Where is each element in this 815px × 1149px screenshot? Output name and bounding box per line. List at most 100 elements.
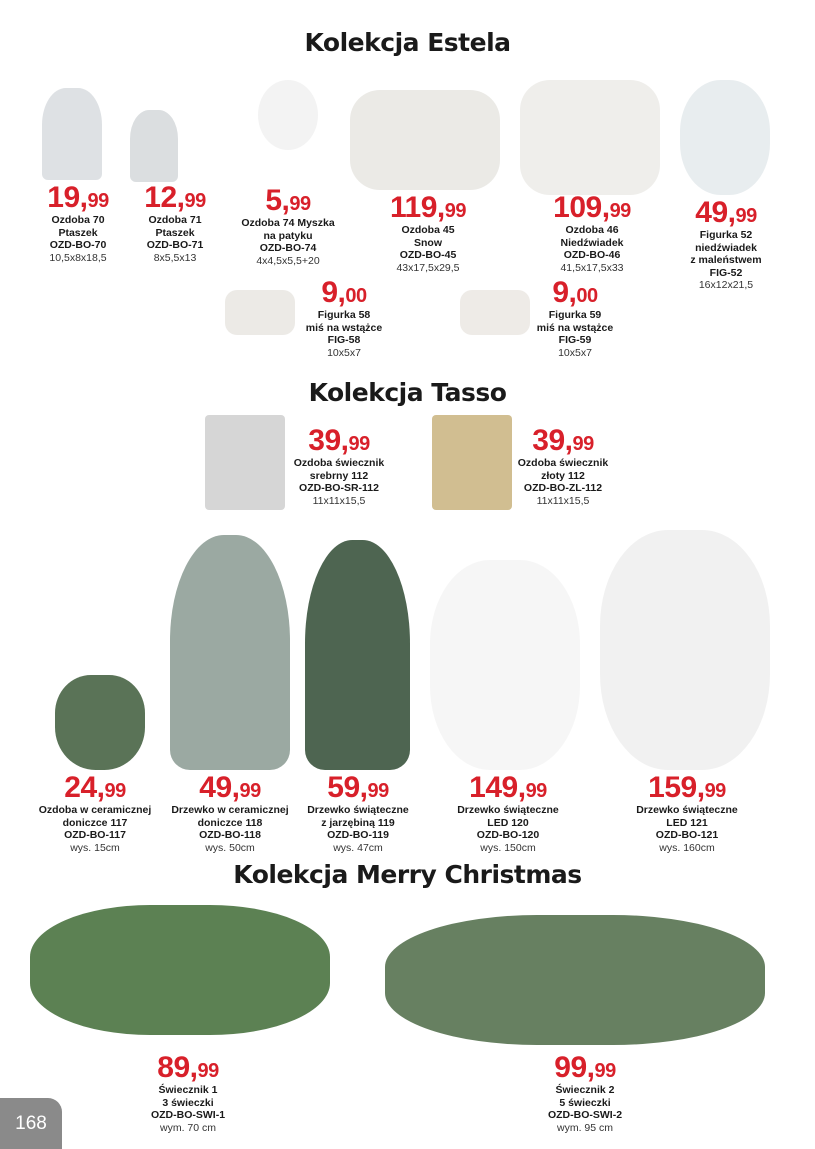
product-name-line: OZD-BO-SWI-2 <box>547 1109 623 1121</box>
bird-figurine-image <box>130 110 178 182</box>
product-price: 9,00 <box>490 278 660 309</box>
price-decimal: 99 <box>367 780 389 802</box>
product-name-line: Figurka 52 <box>699 229 753 241</box>
product-price: 99,99 <box>500 1053 670 1084</box>
product-item: 39,99 Ozdoba świecznik srebrny 112 OZD-BO-S… <box>254 426 424 507</box>
price-integer: 39, <box>532 424 573 457</box>
product-name-line: OZD-BO-74 <box>259 242 317 254</box>
product-name-line: 5 świeczki <box>559 1096 611 1109</box>
heading-merry-christmas: Kolekcja Merry Christmas <box>233 860 582 889</box>
product-item: 149,99 Drzewko świąteczne LED 120 OZD-BO-12… <box>423 773 593 854</box>
product-name-line: OZD-BO-SWI-1 <box>150 1109 226 1121</box>
price-integer: 49, <box>695 196 736 229</box>
product-name-line: 3 świeczki <box>162 1096 214 1109</box>
product-name-line: OZD-BO-46 <box>563 249 621 261</box>
price-integer: 9, <box>321 276 346 309</box>
product-price: 109,99 <box>507 193 677 224</box>
product-item: 49,99 Figurka 52 niedźwiadek z maleństwem FI… <box>641 198 811 292</box>
product-item: 109,99 Ozdoba 46 Niedźwiadek OZD-BO-46 41,5x… <box>507 193 677 274</box>
product-price: 9,00 <box>259 278 429 309</box>
product-name-line: FIG-52 <box>709 266 743 279</box>
product-size: wys. 15cm <box>70 841 120 854</box>
bear-figurine-image <box>460 290 530 335</box>
price-decimal: 99 <box>594 1060 616 1082</box>
product-size: 43x17,5x29,5 <box>396 261 460 274</box>
product-name-line: z maleństwem <box>690 254 762 266</box>
product-name-line: OZD-BO-117 <box>64 829 126 841</box>
price-integer: 12, <box>144 181 185 214</box>
price-decimal: 99 <box>704 780 727 802</box>
product-size: wym. 70 cm <box>159 1121 216 1134</box>
product-name-line: na patyku <box>263 229 313 242</box>
candleholder-3-image <box>30 905 330 1035</box>
product-size: 41,5x17,5x33 <box>560 261 624 274</box>
product-name-line: Świecznik 2 <box>555 1084 615 1096</box>
led-tree-image <box>600 530 770 770</box>
product-price: 39,99 <box>478 426 648 457</box>
price-decimal: 99 <box>239 780 261 802</box>
product-item: 24,99 Ozdoba w ceramicznej doniczce 117 OZD… <box>10 773 180 854</box>
product-size: 16x12x21,5 <box>698 279 754 291</box>
product-item: 12,99 Ozdoba 71 Ptaszek OZD-BO-71 8x5,5x13 <box>90 183 260 264</box>
product-price: 49,99 <box>641 198 811 229</box>
product-price: 39,99 <box>254 426 424 457</box>
product-name-line: Ozdoba 45 <box>401 224 455 236</box>
product-size: 4x4,5x5,5+20 <box>256 254 320 267</box>
potted-tree-berries-image <box>305 540 410 770</box>
product-item: 19,99 Ozdoba 70 Ptaszek OZD-BO-70 10,5x8x18,… <box>0 183 163 264</box>
price-integer: 109, <box>553 191 610 224</box>
product-name-line: Figurka 58 <box>317 309 371 321</box>
product-name-line: LED 120 <box>487 816 529 829</box>
price-decimal: 99 <box>572 433 594 455</box>
price-integer: 119, <box>390 191 445 224</box>
product-name-line: Świecznik 1 <box>158 1084 218 1096</box>
product-name-line: Ozdoba 46 <box>565 224 619 236</box>
product-name-line: Drzewko świąteczne <box>636 804 738 816</box>
price-integer: 59, <box>327 771 368 804</box>
price-decimal: 99 <box>735 205 757 227</box>
product-item: 5,99 Ozdoba 74 Myszka na patyku OZD-BO-74 4x… <box>203 186 373 267</box>
product-price: 49,99 <box>145 773 315 804</box>
product-name-line: z jarzębiną 119 <box>321 816 395 829</box>
product-item: 59,99 Drzewko świąteczne z jarzębiną 119 OZ… <box>273 773 443 854</box>
price-integer: 49, <box>199 771 240 804</box>
product-name-line: Drzewko świąteczne <box>457 804 559 816</box>
product-price: 5,99 <box>203 186 373 217</box>
product-item: 119,99 Ozdoba 45 Snow OZD-BO-45 43x17,5x29,5 <box>343 193 513 274</box>
gold-gift-candleholder-image <box>432 415 512 510</box>
product-price: 119,99 <box>343 193 513 224</box>
bird-figurine-image <box>42 88 102 180</box>
price-decimal: 99 <box>348 433 370 455</box>
product-name-line: OZD-BO-45 <box>399 249 457 261</box>
price-integer: 24, <box>64 771 105 804</box>
product-name-line: OZD-BO-121 <box>655 829 719 841</box>
price-integer: 99, <box>554 1051 595 1084</box>
price-decimal: 00 <box>345 285 367 307</box>
product-size: wys. 50cm <box>205 841 255 854</box>
price-integer: 9, <box>552 276 577 309</box>
product-name-line: LED 121 <box>666 816 708 829</box>
price-integer: 89, <box>157 1051 198 1084</box>
page-number: 168 <box>0 1098 62 1149</box>
product-name-line: OZD-BO-120 <box>476 829 540 841</box>
price-decimal: 99 <box>525 780 548 802</box>
product-size: 10x5x7 <box>327 346 361 359</box>
product-price: 149,99 <box>423 773 593 804</box>
product-name-line: FIG-59 <box>558 334 592 346</box>
product-name-line: miś na wstążce <box>536 321 614 334</box>
bear-figurine-image <box>680 80 770 195</box>
product-name-line: Ozdoba 70 <box>51 214 105 226</box>
price-decimal: 99 <box>289 193 311 215</box>
bear-figurine-image <box>225 290 295 335</box>
price-integer: 149, <box>469 771 526 804</box>
potted-tree-image <box>170 535 290 770</box>
product-item: 159,99 Drzewko świąteczne LED 121 OZD-BO-12… <box>602 773 772 854</box>
price-decimal: 99 <box>104 780 126 802</box>
price-decimal: 00 <box>576 285 598 307</box>
product-name-line: Ozdoba 71 <box>148 214 202 226</box>
snow-ornament-image <box>350 90 500 190</box>
product-size: wys. 160cm <box>659 841 715 854</box>
